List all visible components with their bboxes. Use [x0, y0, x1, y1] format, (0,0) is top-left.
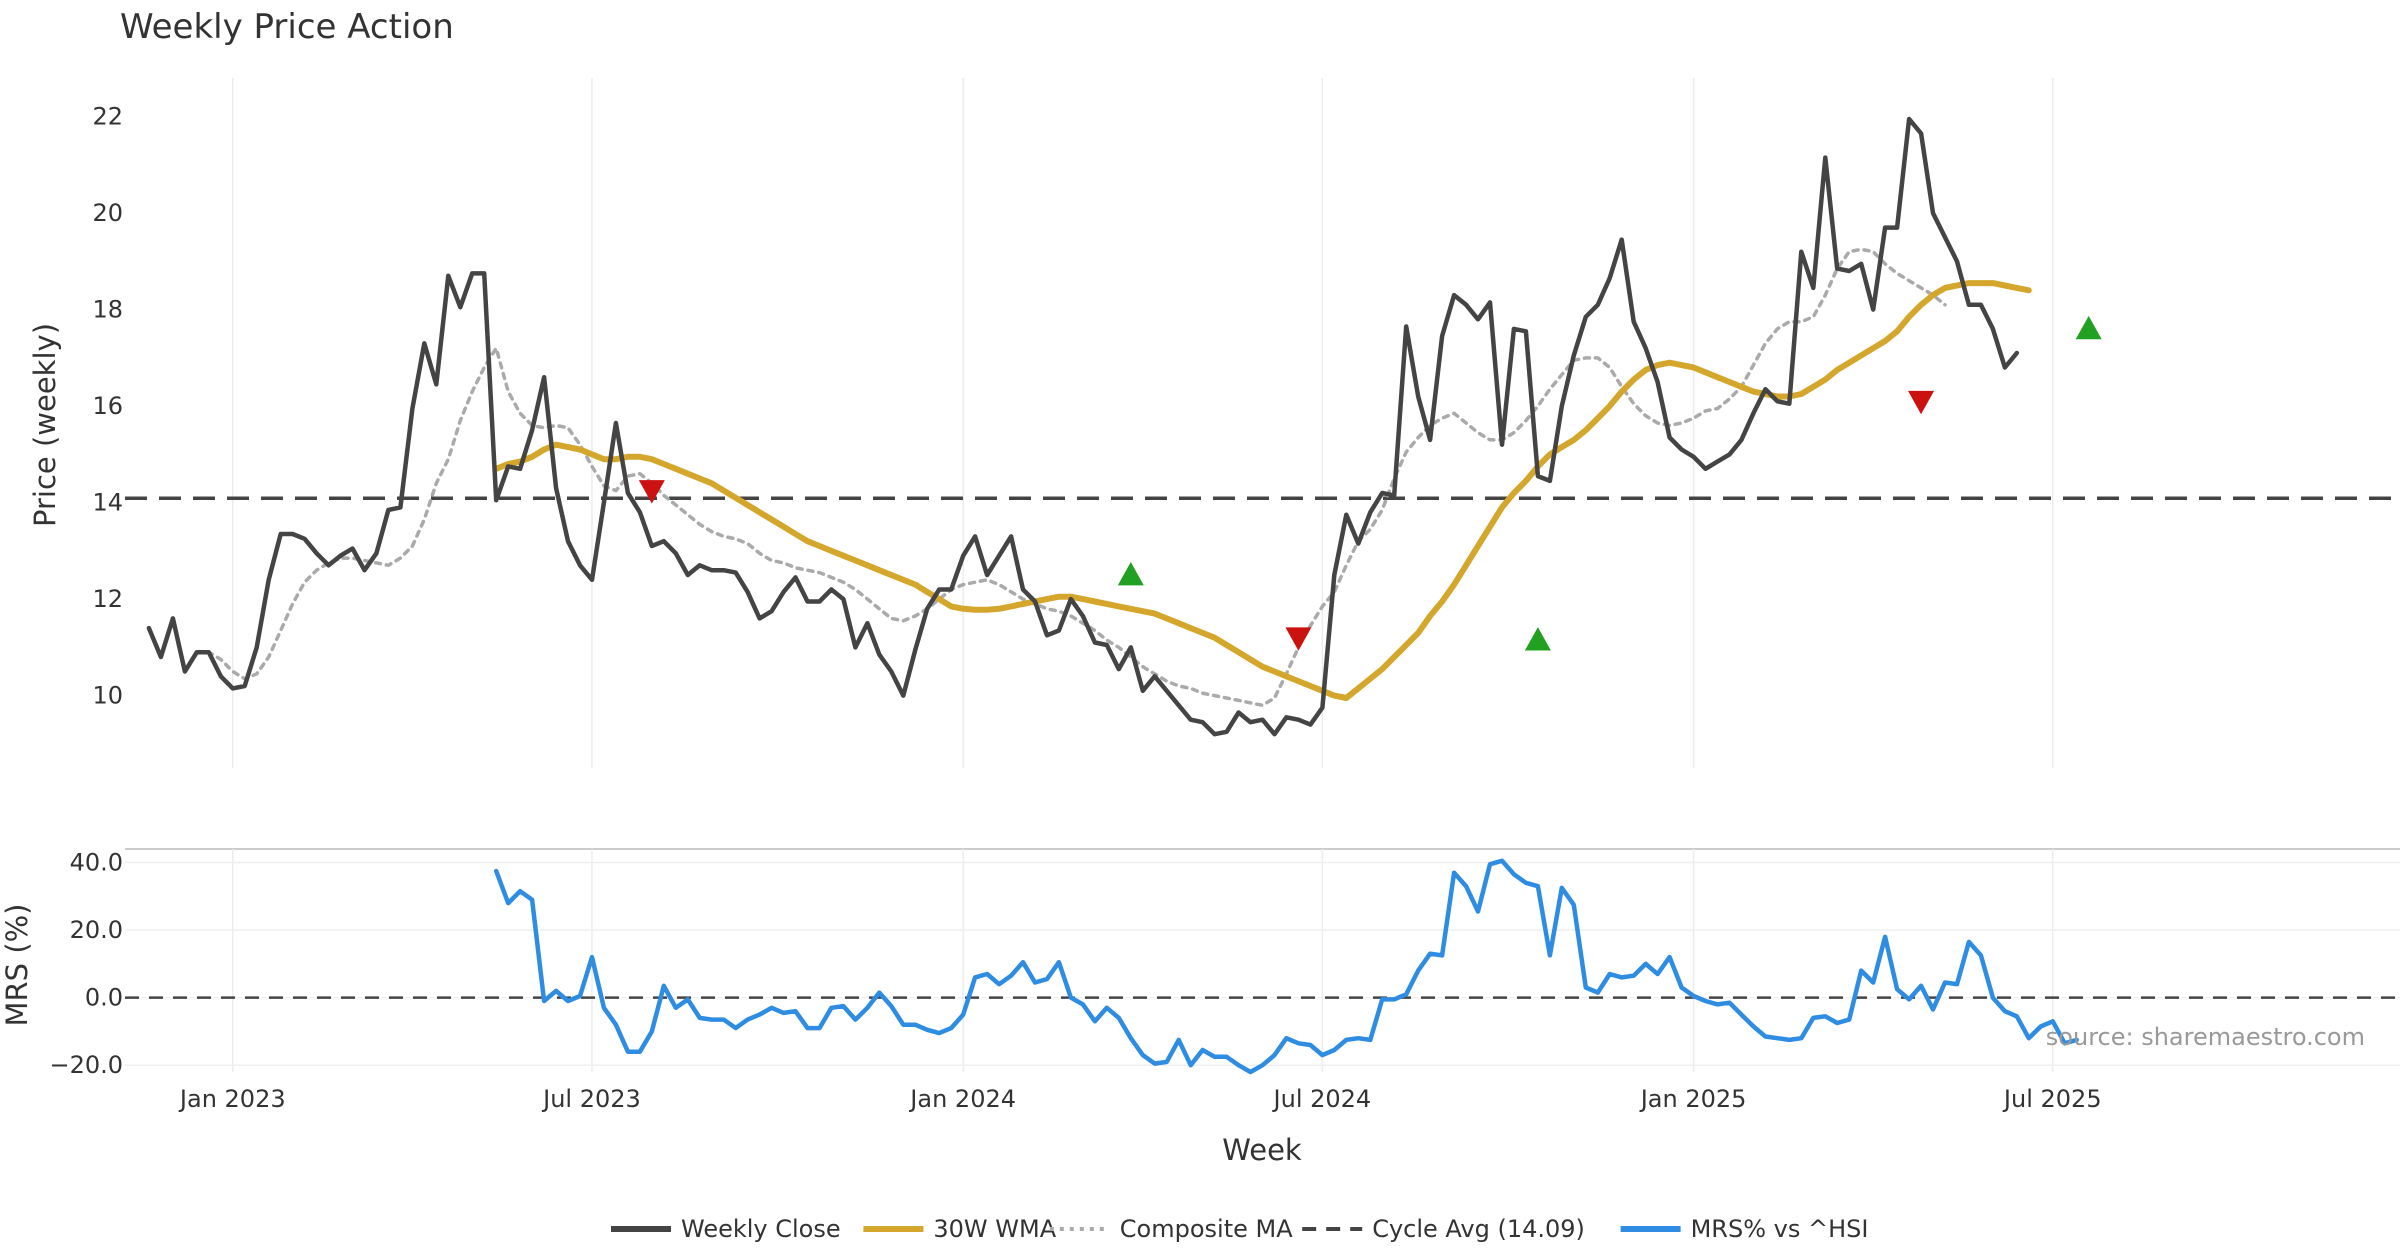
price-y-tick-label: 10 — [92, 682, 123, 710]
price-y-tick-label: 14 — [92, 489, 123, 517]
legend-item-30w-wma: 30W WMA — [863, 1215, 1057, 1243]
source-annotation: source: sharemaestro.com — [2046, 1023, 2365, 1051]
price-y-ticks: 10 12 14 16 18 20 22 — [92, 103, 123, 710]
price-y-tick-label: 20 — [92, 199, 123, 227]
price-y-tick-label: 16 — [92, 392, 123, 420]
x-tick-label: Jul 2025 — [2002, 1085, 2102, 1113]
buy-signal-marker — [2075, 315, 2102, 340]
price-gridlines — [232, 78, 2054, 768]
legend-item-composite-ma: Composite MA — [1049, 1215, 1293, 1243]
mrs-line — [493, 858, 2079, 1075]
x-tick-label: Jul 2024 — [1272, 1085, 1372, 1113]
legend-label: MRS% vs ^HSI — [1691, 1215, 1869, 1243]
mrs-y-tick-label: −20.0 — [49, 1051, 123, 1079]
mrs-y-axis-label: MRS (%) — [0, 904, 34, 1027]
price-y-tick-label: 22 — [92, 103, 123, 131]
legend-label: Cycle Avg (14.09) — [1372, 1215, 1585, 1243]
legend-item-cycle-avg-14-09: Cycle Avg (14.09) — [1302, 1215, 1585, 1243]
x-tick-label: Jan 2024 — [908, 1085, 1016, 1113]
x-axis-label: Week — [1222, 1133, 1302, 1167]
mrs-y-tick-label: 40.0 — [70, 849, 123, 877]
legend-item-weekly-close: Weekly Close — [611, 1215, 841, 1243]
price-y-tick-label: 18 — [92, 296, 123, 324]
mrs-y-ticks: −20.0 0.0 20.0 40.0 — [49, 849, 123, 1080]
price-series-group — [146, 116, 2032, 737]
price-panel: 10 12 14 16 18 20 22 Price (weekly) — [28, 78, 2400, 768]
legend-label: 30W WMA — [933, 1215, 1056, 1243]
price-y-axis-label: Price (weekly) — [28, 323, 62, 527]
sell-signal-marker — [1285, 627, 1312, 651]
legend: Weekly Close 30W WMA Composite MA Cycle Avg… — [611, 1215, 1868, 1243]
mrs-y-tick-label: 20.0 — [70, 916, 123, 944]
price-y-tick-label: 12 — [92, 585, 123, 613]
x-tick-label: Jan 2025 — [1639, 1085, 1747, 1113]
sell-signal-marker — [1908, 390, 1935, 415]
30w-wma-line — [493, 280, 2032, 701]
x-tick-label: Jul 2023 — [541, 1085, 641, 1113]
composite-ma-line — [195, 247, 1947, 708]
sell-signal-marker — [638, 480, 665, 504]
chart-title: Weekly Price Action — [120, 7, 454, 47]
legend-label: Composite MA — [1120, 1215, 1293, 1243]
mrs-series-group — [493, 858, 2079, 1075]
buy-signal-marker — [1117, 561, 1144, 586]
buy-signal-marker — [1524, 627, 1551, 651]
mrs-panel: −20.0 0.0 20.0 40.0 MRS (%) source: sharema… — [0, 848, 2400, 1080]
weekly-close-line — [146, 116, 2020, 737]
signal-markers — [638, 315, 2102, 651]
legend-item-mrs-vs-hsi: MRS% vs ^HSI — [1620, 1215, 1869, 1243]
legend-label: Weekly Close — [681, 1215, 841, 1243]
x-axis-ticks: Jan 2023 Jul 2023 Jan 2024 Jul 2024 Jan 2025… — [178, 1085, 2102, 1113]
x-tick-label: Jan 2023 — [178, 1085, 286, 1113]
mrs-y-tick-label: 0.0 — [85, 984, 123, 1012]
